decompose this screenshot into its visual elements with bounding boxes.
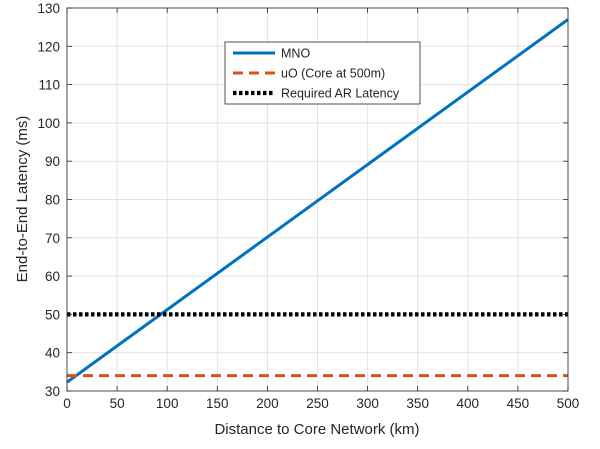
y-tick-label: 130 — [37, 1, 60, 16]
x-axis-label: Distance to Core Network (km) — [214, 421, 419, 438]
y-tick-label: 70 — [45, 231, 60, 246]
y-tick-label: 100 — [37, 116, 60, 131]
x-tick-label: 500 — [557, 396, 580, 411]
y-tick-label: 60 — [45, 269, 60, 284]
x-tick-label: 400 — [457, 396, 480, 411]
x-tick-label: 150 — [206, 396, 229, 411]
y-tick-label: 120 — [37, 39, 60, 54]
legend-label-2: Required AR Latency — [281, 87, 400, 101]
x-tick-label: 200 — [256, 396, 279, 411]
x-tick-label: 350 — [406, 396, 429, 411]
y-axis-label: End-to-End Latency (ms) — [14, 116, 31, 283]
y-tick-label: 40 — [45, 346, 60, 361]
y-tick-label: 30 — [45, 384, 60, 399]
legend: MNO uO (Core at 500m) Required AR Latency — [224, 41, 421, 105]
y-tick-label: 50 — [45, 307, 60, 322]
y-tick-label: 110 — [38, 78, 60, 93]
x-tick-label: 300 — [356, 396, 379, 411]
x-tick-label: 450 — [507, 396, 530, 411]
y-tick-label: 80 — [45, 193, 60, 208]
ticks: 0 50 100 150 200 250 300 350 400 450 500 30 40 50 60 70… — [37, 1, 579, 411]
x-tick-label: 0 — [63, 396, 71, 411]
x-tick-label: 250 — [306, 396, 329, 411]
legend-label-0: MNO — [281, 47, 310, 61]
x-tick-label: 100 — [156, 396, 179, 411]
series-lines — [66, 18, 569, 384]
y-tick-label: 90 — [45, 154, 60, 169]
series-line-0 — [66, 18, 569, 384]
legend-label-1: uO (Core at 500m) — [281, 67, 385, 81]
x-tick-label: 50 — [110, 396, 125, 411]
